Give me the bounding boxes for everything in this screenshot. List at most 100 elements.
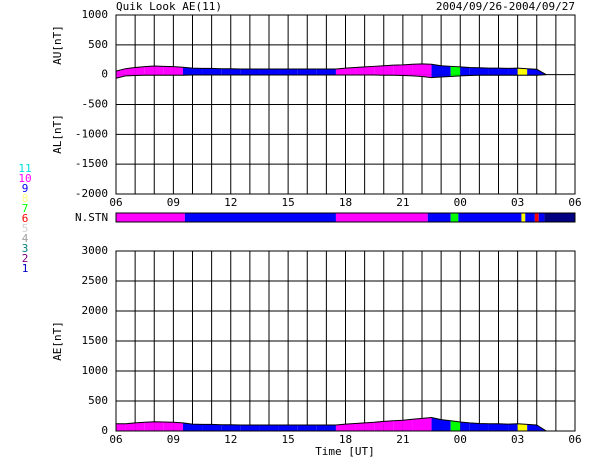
series-outline <box>116 416 547 432</box>
area-segment <box>374 65 384 75</box>
area-segment <box>355 66 365 75</box>
x-tick-label: 03 <box>511 196 524 209</box>
area-segment <box>374 421 384 431</box>
area-segment <box>307 425 317 431</box>
area-segment <box>450 66 461 75</box>
area-segment <box>211 68 222 75</box>
area-segment <box>345 423 356 431</box>
x-tick-label: 21 <box>396 196 409 209</box>
x-axis-label: Time [UT] <box>315 445 375 458</box>
area-segment <box>221 424 231 431</box>
area-segment <box>182 422 193 431</box>
area-segment <box>144 66 155 75</box>
area-segment <box>230 68 241 75</box>
station-segment <box>521 213 526 222</box>
x-tick-label: 00 <box>454 433 467 446</box>
area-segment <box>192 68 203 75</box>
legend-entry: 2 <box>22 252 29 265</box>
x-tick-label: 12 <box>224 196 237 209</box>
y-tick-label: -1000 <box>75 127 108 140</box>
y-tick-label: 1000 <box>82 364 109 377</box>
nstn-label: N.STN <box>75 211 108 224</box>
area-segment <box>402 419 413 431</box>
x-tick-label: 00 <box>454 196 467 209</box>
area-segment <box>355 422 365 431</box>
area-segment <box>383 65 394 75</box>
area-segment <box>527 424 537 431</box>
ae-label: AE[nT] <box>51 321 64 361</box>
legend-entry: 6 <box>22 212 29 225</box>
al-label: AL[nT] <box>51 114 64 154</box>
area-segment <box>297 68 308 75</box>
x-tick-label: 09 <box>167 433 180 446</box>
area-segment <box>383 420 394 431</box>
area-segment <box>460 66 470 75</box>
x-tick-label: 15 <box>282 196 295 209</box>
station-segment <box>458 213 522 222</box>
y-tick-label: 2500 <box>82 274 109 287</box>
area-segment <box>240 425 250 431</box>
station-segment <box>335 213 428 222</box>
legend-entry: 11 <box>18 162 31 175</box>
area-segment <box>479 67 489 75</box>
area-segment <box>326 425 336 431</box>
y-tick-label: 1000 <box>82 8 109 21</box>
y-tick-label: -1500 <box>75 157 108 170</box>
area-segment <box>288 68 298 75</box>
series-outline <box>115 74 547 79</box>
area-segment <box>202 424 212 431</box>
station-segment <box>427 213 451 222</box>
area-segment <box>508 68 518 75</box>
area-segment <box>479 423 489 431</box>
area-segment <box>326 68 336 75</box>
area-segment <box>441 65 451 75</box>
plot-frame <box>115 250 576 432</box>
plot-frame <box>115 14 576 195</box>
x-tick-label: 18 <box>339 196 352 209</box>
area-segment <box>517 423 528 431</box>
legend-entry: 7 <box>22 202 29 215</box>
x-tick-label: 06 <box>568 196 581 209</box>
y-tick-label: -500 <box>82 98 109 111</box>
station-segment <box>538 213 545 222</box>
area-segment <box>422 417 432 431</box>
y-tick-label: 1500 <box>82 334 109 347</box>
series-outline <box>115 63 547 76</box>
area-segment <box>488 68 499 75</box>
area-segment <box>450 420 461 431</box>
station-segment <box>544 213 575 222</box>
area-segment <box>163 422 174 431</box>
area-segment <box>422 63 432 75</box>
area-segment <box>412 63 422 75</box>
area-segment <box>517 68 528 75</box>
area-segment <box>498 423 509 431</box>
area-segment <box>154 421 164 431</box>
area-segment <box>182 67 193 75</box>
x-tick-label: 06 <box>568 433 581 446</box>
station-segment <box>116 213 185 222</box>
x-tick-label: 12 <box>224 433 237 446</box>
area-segment <box>154 66 164 75</box>
legend-entry: 3 <box>22 242 29 255</box>
area-segment <box>269 425 279 431</box>
area-segment <box>173 422 183 431</box>
area-segment <box>259 425 269 431</box>
station-segment <box>525 213 535 222</box>
x-tick-label: 06 <box>109 433 122 446</box>
legend-entry: 5 <box>22 222 29 235</box>
area-segment <box>393 420 403 431</box>
area-segment <box>316 425 327 431</box>
area-segment <box>278 425 289 431</box>
area-segment <box>116 423 126 431</box>
area-segment <box>173 66 183 75</box>
area-segment <box>469 67 480 75</box>
legend-entry: 8 <box>22 192 29 205</box>
area-segment <box>163 66 174 75</box>
area-segment <box>364 66 375 75</box>
station-segment <box>534 213 539 222</box>
area-segment <box>202 68 212 75</box>
area-segment <box>297 425 308 431</box>
area-segment <box>211 424 222 431</box>
x-tick-label: 18 <box>339 433 352 446</box>
